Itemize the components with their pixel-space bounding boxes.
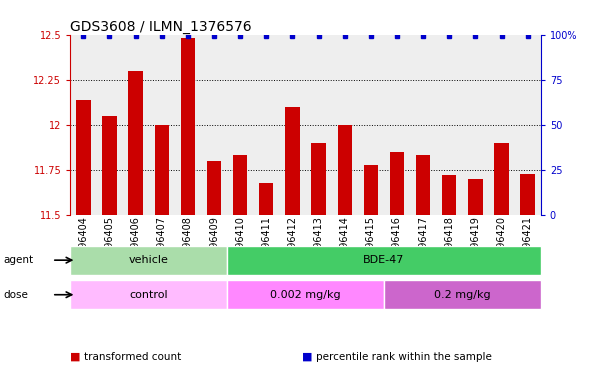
Bar <box>70 246 227 275</box>
Bar <box>364 164 378 215</box>
Text: dose: dose <box>3 290 28 300</box>
Bar <box>233 156 247 215</box>
Text: 0.002 mg/kg: 0.002 mg/kg <box>270 290 341 300</box>
Bar <box>384 280 541 309</box>
Bar <box>102 116 117 215</box>
Bar <box>70 280 227 309</box>
Bar <box>227 280 384 309</box>
Bar <box>285 107 299 215</box>
Text: transformed count: transformed count <box>84 352 181 362</box>
Bar <box>390 152 404 215</box>
Bar <box>416 156 430 215</box>
Text: BDE-47: BDE-47 <box>363 255 404 265</box>
Bar <box>181 38 195 215</box>
Bar <box>76 99 90 215</box>
Bar <box>337 125 352 215</box>
Bar <box>494 143 509 215</box>
Text: ■: ■ <box>70 352 81 362</box>
Bar <box>259 182 274 215</box>
Text: control: control <box>130 290 168 300</box>
Bar <box>312 143 326 215</box>
Bar <box>442 175 456 215</box>
Text: vehicle: vehicle <box>129 255 169 265</box>
Bar <box>128 71 143 215</box>
Text: 0.2 mg/kg: 0.2 mg/kg <box>434 290 491 300</box>
Text: agent: agent <box>3 255 33 265</box>
Bar <box>521 174 535 215</box>
Bar <box>155 125 169 215</box>
Bar <box>227 246 541 275</box>
Bar <box>207 161 221 215</box>
Text: GDS3608 / ILMN_1376576: GDS3608 / ILMN_1376576 <box>70 20 252 33</box>
Bar <box>468 179 483 215</box>
Text: ■: ■ <box>302 352 313 362</box>
Text: percentile rank within the sample: percentile rank within the sample <box>316 352 492 362</box>
